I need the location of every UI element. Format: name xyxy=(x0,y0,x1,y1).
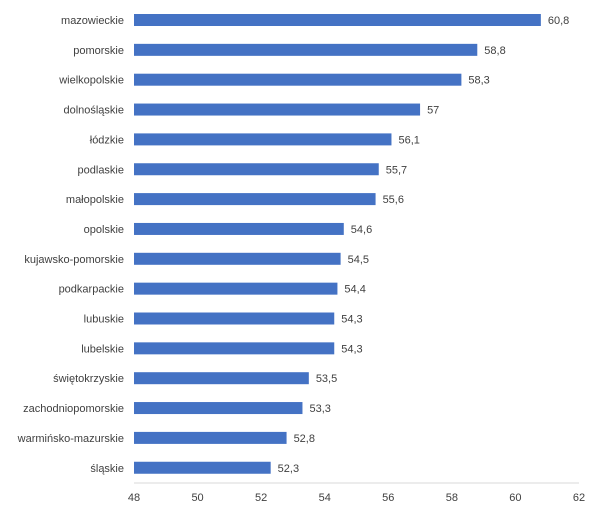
category-label-12: świętokrzyskie xyxy=(53,373,124,385)
bar-8 xyxy=(134,252,341,265)
bar-14 xyxy=(134,431,287,444)
bar-1 xyxy=(134,43,478,56)
value-label-5: 55,7 xyxy=(386,164,407,176)
category-label-2: wielkopolskie xyxy=(58,75,124,87)
bar-4 xyxy=(134,133,392,146)
category-label-15: śląskie xyxy=(90,463,124,475)
value-label-15: 52,3 xyxy=(278,463,299,475)
category-label-14: warmińsko-mazurskie xyxy=(17,433,124,445)
bars-group xyxy=(134,14,541,474)
x-tick-label-5: 58 xyxy=(446,492,458,504)
value-label-7: 54,6 xyxy=(351,224,372,236)
value-label-9: 54,4 xyxy=(344,284,365,296)
category-label-10: lubuskie xyxy=(84,314,124,326)
category-label-6: małopolskie xyxy=(66,194,124,206)
bar-13 xyxy=(134,402,303,415)
bar-5 xyxy=(134,163,379,176)
bar-9 xyxy=(134,282,338,295)
category-label-0: mazowieckie xyxy=(61,15,124,27)
value-label-0: 60,8 xyxy=(548,15,569,27)
category-label-11: lubelskie xyxy=(81,343,124,355)
bar-6 xyxy=(134,193,376,206)
category-label-7: opolskie xyxy=(84,224,124,236)
x-tick-label-2: 52 xyxy=(255,492,267,504)
bar-15 xyxy=(134,461,271,474)
bar-10 xyxy=(134,312,335,325)
value-label-1: 58,8 xyxy=(484,45,505,57)
category-label-9: podkarpackie xyxy=(59,284,124,296)
bar-3 xyxy=(134,103,421,116)
value-label-2: 58,3 xyxy=(468,75,489,87)
x-axis-ticks: 48 50 52 54 56 58 60 62 xyxy=(128,492,585,504)
x-tick-label-7: 62 xyxy=(573,492,585,504)
category-label-5: podlaskie xyxy=(78,164,124,176)
value-label-3: 57 xyxy=(427,105,439,117)
value-label-4: 56,1 xyxy=(398,134,419,146)
category-label-4: łódzkie xyxy=(90,134,124,146)
value-label-12: 53,5 xyxy=(316,373,337,385)
bar-11 xyxy=(134,342,335,355)
value-label-14: 52,8 xyxy=(294,433,315,445)
value-label-11: 54,3 xyxy=(341,343,362,355)
bar-12 xyxy=(134,372,309,385)
x-tick-label-6: 60 xyxy=(509,492,521,504)
category-label-8: kujawsko-pomorskie xyxy=(24,254,124,266)
value-label-8: 54,5 xyxy=(348,254,369,266)
category-label-13: zachodniopomorskie xyxy=(23,403,124,415)
category-label-3: dolnośląskie xyxy=(63,105,124,117)
value-label-10: 54,3 xyxy=(341,314,362,326)
category-labels: mazowieckie pomorskie wielkopolskie dolnośl… xyxy=(17,15,124,475)
x-tick-label-4: 56 xyxy=(382,492,394,504)
bar-0 xyxy=(134,14,541,26)
bar-7 xyxy=(134,222,344,235)
category-label-1: pomorskie xyxy=(73,45,124,57)
x-tick-label-3: 54 xyxy=(319,492,331,504)
x-tick-label-0: 48 xyxy=(128,492,140,504)
x-tick-label-1: 50 xyxy=(191,492,203,504)
bar-2 xyxy=(134,73,462,86)
value-label-6: 55,6 xyxy=(383,194,404,206)
value-label-13: 53,3 xyxy=(309,403,330,415)
value-labels: 60,8 58,8 58,3 57 56,1 55,7 55,6 54,6 54,5 54,4 54… xyxy=(278,15,570,475)
